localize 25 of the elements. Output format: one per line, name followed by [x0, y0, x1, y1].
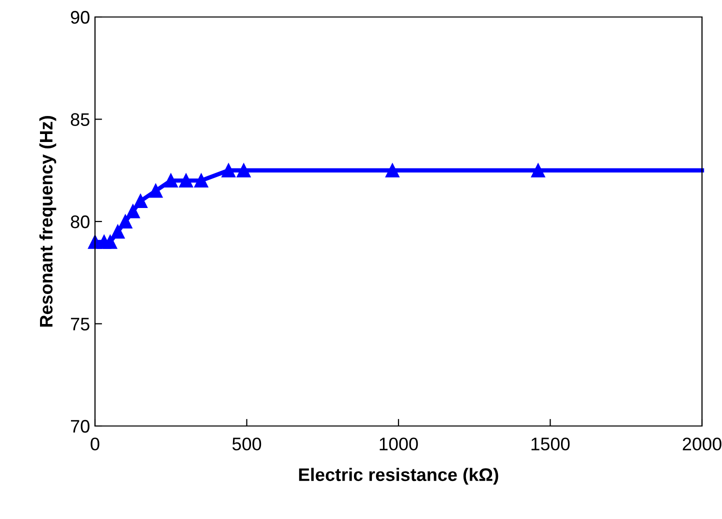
x-tick-label: 500 [232, 438, 262, 450]
x-tick-label: 1500 [532, 438, 570, 450]
x-tick-label: 1000 [380, 438, 418, 450]
point [179, 174, 193, 188]
point [110, 224, 125, 239]
y-tick-label: 75 [70, 318, 90, 330]
point [222, 163, 236, 178]
x-tick-label: 0 [90, 438, 100, 450]
point [126, 204, 140, 218]
y-tick-label: 85 [70, 113, 90, 126]
point [134, 194, 148, 208]
point [531, 163, 546, 178]
y-tick-label: 70 [70, 420, 90, 433]
point [103, 235, 118, 249]
y-tick-label: 80 [70, 215, 90, 228]
y-axis-title: Resonant frequency (Hz) [39, 116, 56, 327]
x-axis-title: Electric resistance (kΩ) [299, 468, 498, 485]
point [194, 174, 208, 188]
point [385, 163, 400, 178]
x-tick-label: 2000 [682, 438, 722, 450]
point [236, 163, 251, 178]
point [164, 174, 178, 188]
y-tick-label: 90 [70, 10, 90, 24]
point [148, 184, 163, 198]
point [118, 214, 132, 228]
